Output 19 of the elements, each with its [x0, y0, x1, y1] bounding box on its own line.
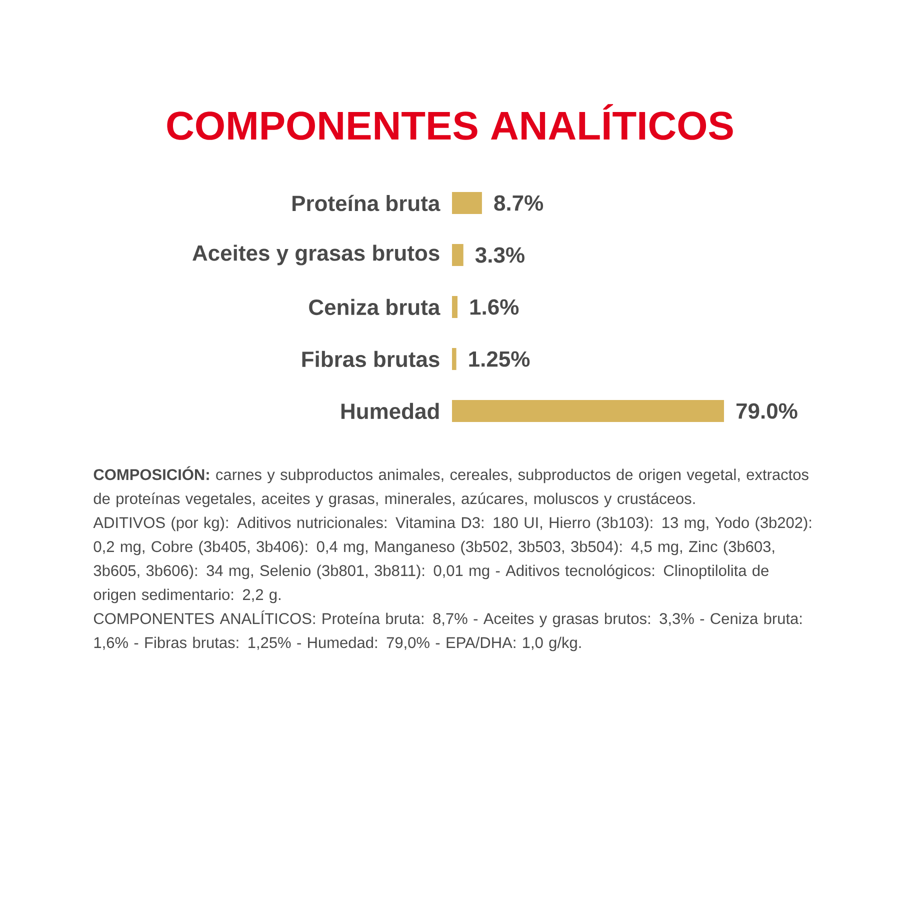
text: COMPONENTES ANALÍTICOS: Proteína bruta: 8,7% - Aceites y grasas brutos: 3,3% - Ceniza bruta: 1,6% - Fibras brutas: 1,25% - Humedad: 79,0% - EPA/DHA: 1,0 g/kg.: [94, 610, 802, 652]
bar: [452, 296, 458, 318]
y-tick-label: Proteína bruta: [292, 194, 440, 212]
y-tick-label: Fibras brutas: [302, 350, 440, 368]
bar: [452, 244, 464, 266]
y-tick-label: Humedad: [341, 402, 439, 420]
data-label: 8.7%: [494, 195, 544, 211]
data-label: 79.0%: [736, 403, 798, 419]
text: COMPOSICIÓN: carnes y subproductos animales, cereales, subproductos de origen vegetal, extractos de proteínas vegetales, aceites y grasas, minerales, azúcares, moluscos y crustáceos.: [94, 466, 808, 508]
data-label: 1.25%: [469, 351, 530, 367]
y-tick-label: Ceniza bruta: [309, 298, 440, 316]
bar: [452, 192, 482, 214]
data-label: 3.3%: [475, 247, 524, 263]
bar: [452, 400, 724, 422]
y-tick-label: Aceites y grasas brutos: [192, 244, 440, 266]
text: ADITIVOS (por kg): Aditivos nutricionales: Vitamina D3: 180 UI, Hierro (3b103): 13 mg, Yodo (3b202): 0,2 mg, Cobre (3b405, 3b406): 0,4 mg, Manganeso (3b502, 3b503, 3b504): 4,5 mg, Zinc (3b603, 3b605, 3b606): 34 mg, Selenio (3b801, 3b811): 0,01 mg - Aditivos tecnológicos: Clinoptilolita de origen sedimentario: 2,2 g.: [93, 516, 812, 604]
bar: [452, 348, 456, 370]
data-label: 1.6%: [470, 299, 519, 315]
chart-title: COMPONENTES ANALÍTICOS: [167, 104, 733, 140]
